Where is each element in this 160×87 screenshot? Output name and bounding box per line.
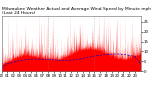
Text: Milwaukee Weather Actual and Average Wind Speed by Minute mph (Last 24 Hours): Milwaukee Weather Actual and Average Win… <box>2 7 151 15</box>
